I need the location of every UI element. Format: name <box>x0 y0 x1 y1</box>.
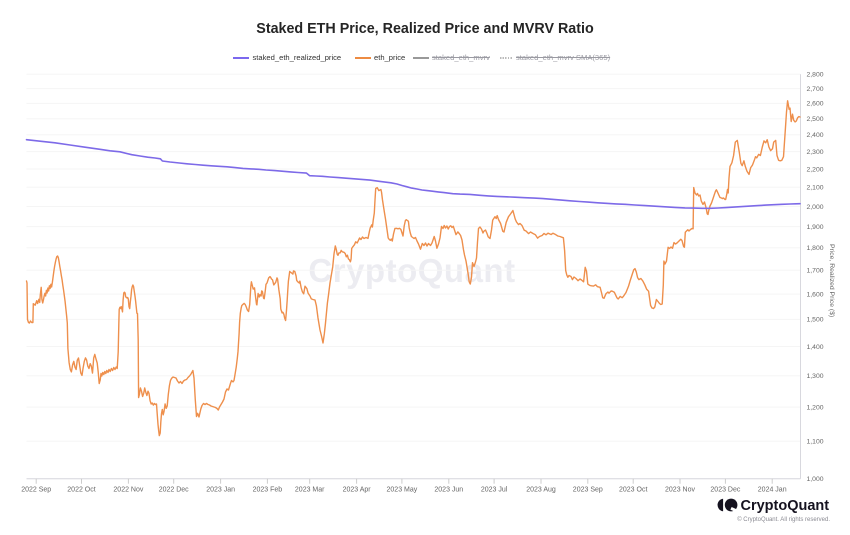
svg-text:1,600: 1,600 <box>807 291 824 298</box>
svg-text:2023 Oct: 2023 Oct <box>619 487 647 494</box>
svg-text:1,000: 1,000 <box>807 476 824 483</box>
svg-text:2022 Oct: 2022 Oct <box>67 487 95 494</box>
svg-text:2,700: 2,700 <box>807 86 824 93</box>
svg-text:2023 Sep: 2023 Sep <box>573 487 603 494</box>
svg-text:2023 Jan: 2023 Jan <box>206 487 235 494</box>
svg-text:1,500: 1,500 <box>807 317 824 324</box>
svg-text:2022 Dec: 2022 Dec <box>159 487 189 494</box>
svg-text:1,300: 1,300 <box>807 373 824 380</box>
svg-text:2023 Apr: 2023 Apr <box>343 487 372 494</box>
svg-text:2022 Sep: 2022 Sep <box>21 487 51 494</box>
svg-text:1,100: 1,100 <box>807 439 824 446</box>
svg-text:2023 Aug: 2023 Aug <box>526 487 556 494</box>
svg-text:2,400: 2,400 <box>807 132 824 139</box>
svg-text:2023 Mar: 2023 Mar <box>295 487 325 494</box>
svg-text:2023 Jun: 2023 Jun <box>434 487 463 494</box>
svg-text:2023 Nov: 2023 Nov <box>665 487 695 494</box>
svg-text:2024 Jan: 2024 Jan <box>758 487 787 494</box>
svg-text:2,300: 2,300 <box>807 149 824 156</box>
svg-text:2,200: 2,200 <box>807 166 824 173</box>
svg-text:1,400: 1,400 <box>807 344 824 351</box>
svg-text:Price, Realized Price ($): Price, Realized Price ($) <box>828 244 835 317</box>
svg-text:2,500: 2,500 <box>807 116 824 123</box>
svg-text:2022 Nov: 2022 Nov <box>113 487 143 494</box>
svg-text:2023 May: 2023 May <box>387 487 418 494</box>
svg-text:1,900: 1,900 <box>807 224 824 231</box>
svg-text:2,100: 2,100 <box>807 185 824 192</box>
svg-text:2,600: 2,600 <box>807 101 824 108</box>
svg-text:1,800: 1,800 <box>807 245 824 252</box>
svg-text:2023 Jul: 2023 Jul <box>481 487 508 494</box>
svg-text:CryptoQuant: CryptoQuant <box>741 498 830 514</box>
svg-text:1,200: 1,200 <box>807 404 824 411</box>
svg-text:2023 Feb: 2023 Feb <box>253 487 283 494</box>
svg-text:1,700: 1,700 <box>807 268 824 275</box>
svg-text:2,800: 2,800 <box>807 72 824 79</box>
svg-text:2,000: 2,000 <box>807 204 824 211</box>
svg-text:2023 Dec: 2023 Dec <box>710 487 740 494</box>
